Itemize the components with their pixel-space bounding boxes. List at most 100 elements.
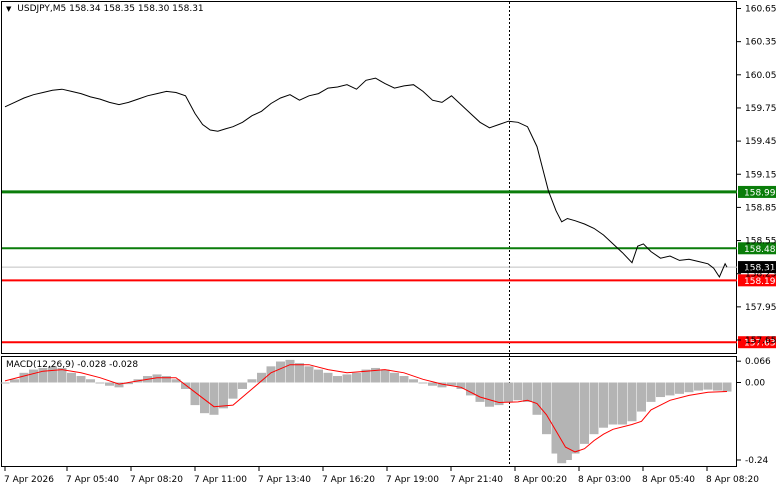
price-axis-label: 157.95: [745, 303, 777, 313]
macd-histogram-bar: [86, 379, 95, 383]
macd-histogram-bar: [608, 382, 618, 425]
macd-histogram-bar: [266, 366, 276, 383]
macd-histogram-bar: [380, 369, 390, 383]
level-tag-label: 158.19: [744, 277, 776, 287]
price-axis-label: 158.85: [745, 203, 777, 213]
macd-histogram-bar: [713, 382, 722, 391]
time-axis-label: 7 Apr 05:40: [66, 475, 119, 485]
macd-histogram-bar: [67, 372, 76, 383]
level-tag-label: 158.31: [744, 264, 776, 274]
macd-histogram-bar: [722, 382, 732, 392]
macd-histogram-bar: [190, 382, 200, 406]
macd-histogram-bar: [684, 382, 694, 393]
level-tag-157.63: [738, 336, 776, 349]
macd-histogram-bar: [475, 382, 485, 402]
macd-histogram-bar: [238, 382, 247, 389]
macd-histogram-bar: [371, 367, 380, 383]
time-axis-label: 7 Apr 08:20: [130, 475, 183, 485]
macd-histogram-bar: [485, 382, 494, 407]
macd-histogram-bar: [466, 382, 475, 396]
macd-histogram-bar: [0, 382, 10, 384]
time-axis-label: 7 Apr 21:40: [450, 475, 503, 485]
macd-histogram-bar: [95, 382, 105, 384]
macd-histogram-bar: [162, 376, 171, 383]
macd-histogram-bar: [228, 382, 238, 399]
macd-histogram-bar: [219, 382, 228, 409]
time-axis-label: 7 Apr 16:20: [322, 475, 375, 485]
symbol-header[interactable]: ▼ USDJPY,M5 158.34 158.35 158.30 158.31: [6, 4, 204, 14]
time-axis-label: 7 Apr 19:00: [386, 475, 439, 485]
macd-histogram-bar: [665, 382, 675, 396]
macd-histogram-bar: [409, 379, 418, 383]
macd-histogram-bar: [171, 379, 181, 383]
price-axis-label: 159.45: [745, 137, 777, 147]
price-axis-label: 158.25: [745, 270, 777, 280]
price-axis-label: 160.65: [745, 5, 777, 15]
macd-histogram-bar: [247, 379, 257, 383]
macd-histogram-bar: [447, 382, 456, 386]
macd-histogram-bar: [114, 382, 124, 388]
macd-histogram-bar: [57, 367, 67, 383]
macd-axis-label: 0.066: [745, 357, 771, 367]
macd-histogram-bar: [494, 382, 504, 406]
macd-histogram-bar: [304, 366, 314, 383]
macd-histogram-bar: [181, 382, 190, 389]
macd-histogram-bar: [361, 369, 371, 383]
level-tag-label: 158.48: [744, 245, 776, 255]
macd-histogram-bar: [627, 382, 637, 422]
macd-histogram-bar: [105, 382, 114, 386]
macd-histogram-bar: [703, 382, 713, 390]
time-axis-label: 7 Apr 11:00: [194, 475, 247, 485]
level-tag-label: 157.63: [744, 339, 776, 349]
macd-histogram-bar: [285, 359, 295, 383]
symbol-label: USDJPY,M5: [17, 4, 67, 14]
macd-axis-label: -0.24: [745, 456, 769, 466]
macd-histogram-bar: [504, 382, 513, 402]
macd-histogram-bar: [580, 382, 589, 444]
time-axis-label: 8 Apr 08:20: [706, 475, 759, 485]
macd-histogram-bar: [29, 369, 38, 383]
macd-header: MACD(12,26,9) -0.028 -0.028: [6, 360, 139, 370]
macd-histogram-bar: [333, 376, 342, 383]
time-axis-label: 7 Apr 13:40: [258, 475, 311, 485]
macd-histogram-bar: [694, 382, 703, 391]
macd-histogram-bar: [48, 366, 57, 383]
level-tag-158.19: [738, 274, 776, 287]
macd-histogram-bar: [675, 382, 684, 394]
macd-histogram-bar: [570, 382, 580, 454]
price-axis-label: 157.65: [745, 336, 777, 346]
ohlc-values: 158.34 158.35 158.30 158.31: [69, 4, 204, 14]
chevron-down-icon[interactable]: ▼: [6, 5, 12, 13]
macd-histogram-bar: [399, 376, 409, 383]
level-tag-158.99: [738, 185, 776, 198]
macd-histogram-bar: [10, 379, 19, 383]
macd-histogram-bar: [314, 369, 323, 383]
macd-histogram-bar: [38, 367, 48, 383]
macd-histogram-bar: [200, 382, 209, 414]
macd-histogram-bar: [523, 382, 532, 402]
macd-histogram-bar: [599, 382, 608, 428]
macd-histogram-bar: [209, 382, 219, 415]
macd-histogram-bar: [456, 382, 466, 389]
level-tag-158.31: [738, 261, 776, 274]
time-axis-label: 8 Apr 03:00: [578, 475, 631, 485]
macd-histogram-bar: [295, 363, 304, 383]
price-panel-frame: [1, 1, 737, 354]
macd-histogram-bar: [276, 361, 285, 383]
macd-histogram-bar: [646, 382, 656, 402]
macd-signal-line: [4, 364, 728, 453]
macd-histogram-bar: [124, 382, 133, 385]
macd-histogram-bar: [390, 372, 399, 383]
time-axis-label: 7 Apr 2026: [4, 475, 54, 485]
macd-histogram-bar: [589, 382, 599, 435]
macd-histogram-bar: [152, 374, 162, 383]
price-axis-label: 158.55: [745, 237, 777, 247]
price-axis-label: 160.05: [745, 71, 777, 81]
macd-histogram-bar: [418, 382, 428, 384]
macd-histogram-bar: [618, 382, 627, 425]
level-tag-label: 158.99: [744, 188, 776, 198]
macd-histogram-bar: [19, 372, 29, 383]
macd-histogram-bar: [542, 382, 551, 435]
macd-histogram-bar: [437, 382, 447, 388]
